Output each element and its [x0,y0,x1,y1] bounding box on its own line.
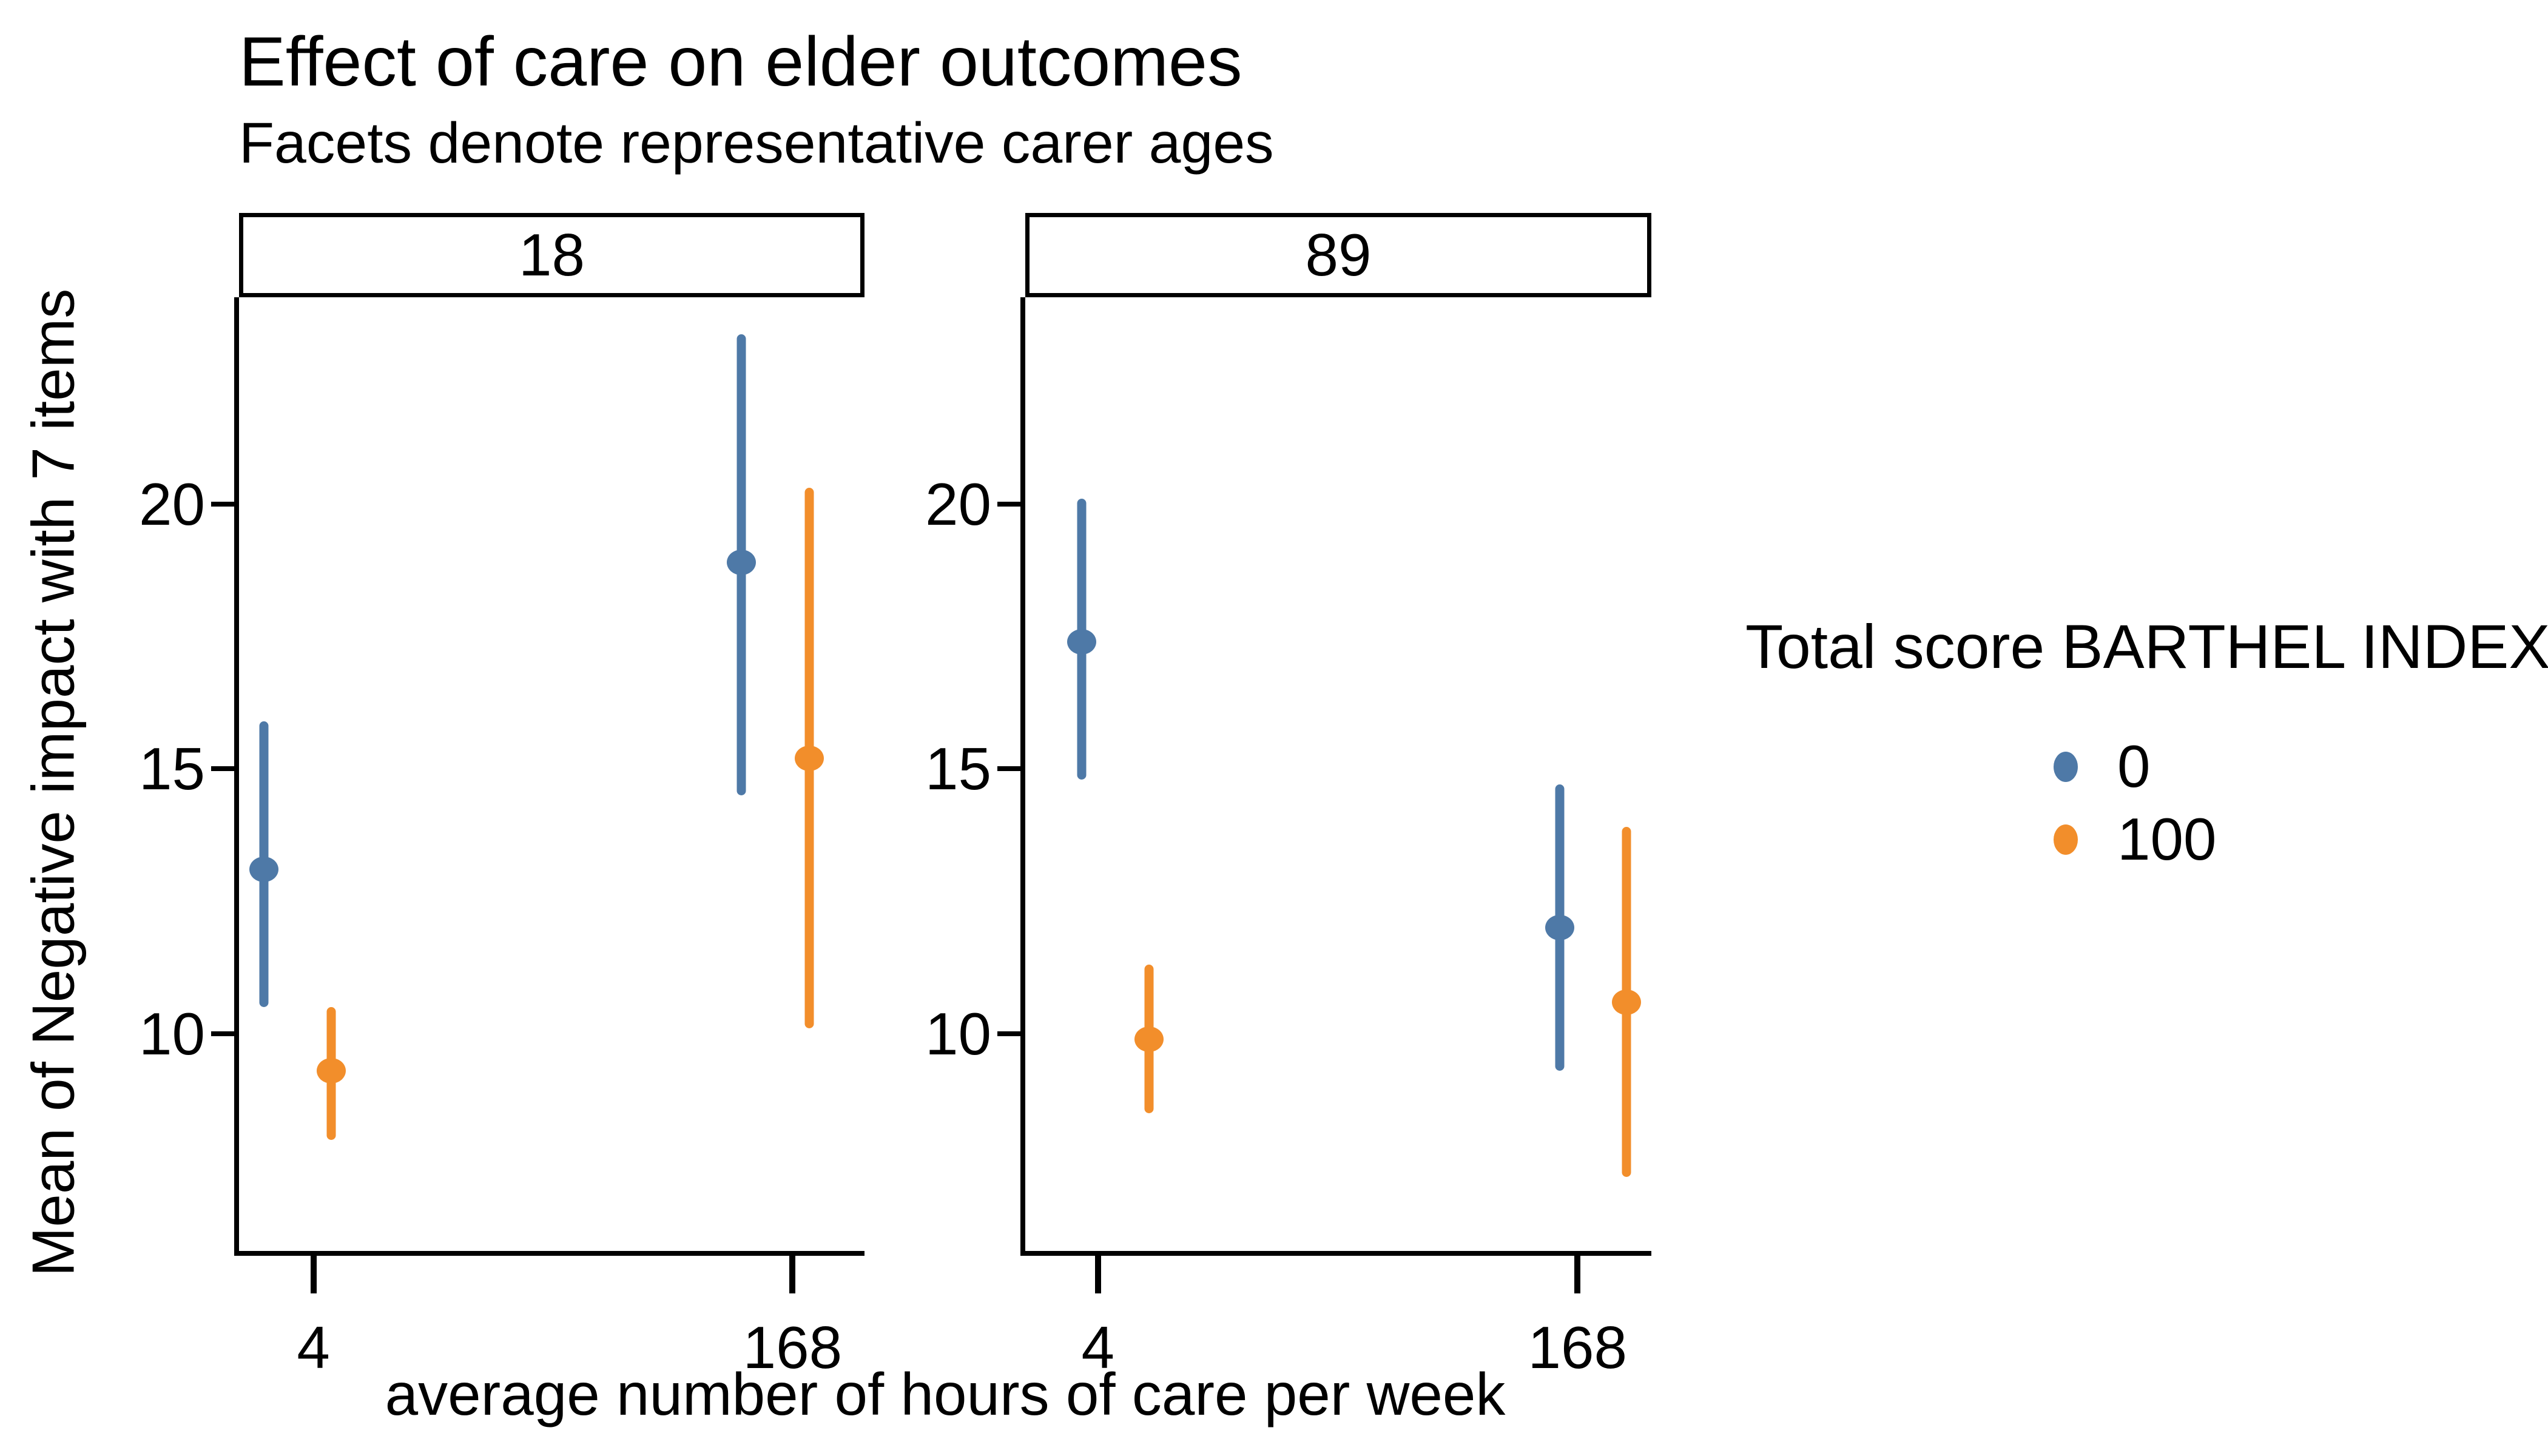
x-tick-mark [789,1256,796,1293]
y-tick-mark [211,766,234,772]
x-tick-label: 4 [297,1314,330,1381]
pointrange-dot-100-x168 [1611,989,1641,1015]
legend-item-1: 100 [2054,805,2217,874]
facet-strip: 89 [1025,213,1651,297]
pointrange-dot-0-x168 [1545,915,1575,941]
y-tick-label: 20 [138,470,205,538]
y-tick-label: 10 [138,1000,205,1067]
x-tick-label: 168 [1528,1314,1627,1381]
pointrange-dot-0-x168 [726,549,756,575]
x-axis-line [234,1251,864,1256]
x-tick-mark [1094,1256,1101,1293]
legend-item-0: 0 [2054,732,2151,801]
y-tick-mark [997,766,1020,772]
x-axis-title: average number of hours of care per week [385,1361,1506,1427]
y-axis-line [1020,297,1025,1256]
y-tick-label: 15 [925,735,991,803]
facet-strip-label: 18 [518,221,585,288]
facet-strip: 18 [239,213,864,297]
y-tick-label: 20 [925,470,991,538]
pointrange-dot-100-x4 [1134,1026,1164,1052]
y-tick-mark [997,1031,1020,1036]
y-tick-label: 15 [138,735,205,803]
legend-title: Total score BARTHEL INDEX [1745,612,2548,681]
facet-strip-label: 89 [1305,221,1372,288]
y-tick-mark [211,501,234,507]
plot-subtitle: Facets denote representative carer ages [239,111,1274,175]
x-axis-line [1020,1251,1651,1256]
legend-key-dot-orange [2054,824,2078,855]
legend-item-label: 100 [2117,806,2217,872]
legend-item-label: 0 [2117,733,2151,800]
pointrange-dot-0-x4 [249,857,279,883]
x-tick-mark [310,1256,317,1293]
plot-title: Effect of care on elder outcomes [239,23,1242,101]
x-tick-label: 4 [1081,1314,1114,1381]
y-axis-line [234,297,239,1256]
pointrange-dot-100-x4 [316,1058,346,1084]
x-tick-label: 168 [743,1314,843,1381]
legend: Total score BARTHEL INDEX 0 100 [1745,612,2548,872]
y-tick-mark [211,1031,234,1036]
legend-key-dot-blue [2054,751,2078,782]
y-tick-label: 10 [925,1000,991,1067]
pointrange-dot-100-x168 [795,745,824,771]
x-tick-mark [1574,1256,1581,1293]
pointrange-dot-0-x4 [1067,629,1096,655]
y-tick-mark [997,501,1020,507]
